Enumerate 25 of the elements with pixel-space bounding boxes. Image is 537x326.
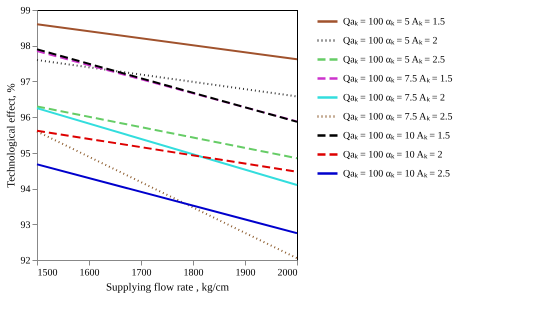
y-tick-label: 94 xyxy=(20,184,30,196)
legend-label: Qaₖ = 100 αₖ = 7.5 Aₖ = 2.5 xyxy=(343,112,452,122)
legend-label: Qaₖ = 100 αₖ = 5 Aₖ = 2.5 xyxy=(343,54,445,66)
x-tick-label: 2000 xyxy=(278,268,298,278)
legend-label: Qaₖ = 100 αₖ = 10 Aₖ = 2 xyxy=(343,150,442,160)
x-tick-label: 1800 xyxy=(184,268,204,278)
legend-label: Qaₖ = 100 αₖ = 10 Aₖ = 1.5 xyxy=(343,130,450,142)
y-tick-label: 96 xyxy=(20,112,30,124)
x-tick-label: 1600 xyxy=(80,268,100,278)
y-tick-label: 97 xyxy=(20,76,30,88)
y-axis-title: Technological effect, % xyxy=(6,83,18,188)
x-tick-label: 1900 xyxy=(236,268,256,278)
y-tick-label: 92 xyxy=(20,256,30,266)
legend-label: Qaₖ = 100 αₖ = 7.5 Aₖ = 2 xyxy=(343,92,445,104)
y-tick-label: 98 xyxy=(20,41,30,52)
x-axis-title: Supplying flow rate , kg/cm xyxy=(106,282,230,294)
y-tick-label: 93 xyxy=(20,220,30,231)
legend-label: Qaₖ = 100 αₖ = 7.5 Aₖ = 1.5 xyxy=(343,74,452,84)
y-tick-label: 99 xyxy=(20,6,30,16)
legend-label: Qaₖ = 100 αₖ = 5 Aₖ = 1.5 xyxy=(343,16,445,28)
legend-label: Qaₖ = 100 αₖ = 10 Aₖ = 2.5 xyxy=(343,168,450,180)
x-tick-label: 1500 xyxy=(38,268,58,278)
legend-label: Qaₖ = 100 αₖ = 5 Aₖ = 2 xyxy=(343,36,438,46)
y-tick-label: 95 xyxy=(20,148,30,160)
x-tick-label: 1700 xyxy=(132,268,152,278)
